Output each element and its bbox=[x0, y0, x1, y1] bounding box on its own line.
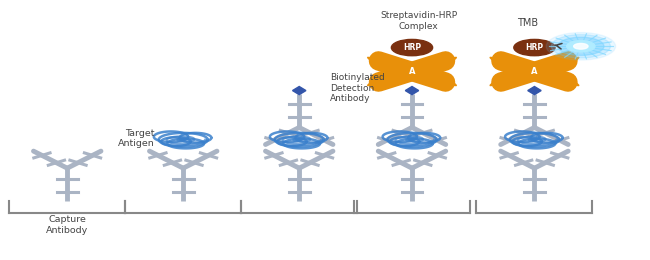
Polygon shape bbox=[490, 57, 506, 63]
Polygon shape bbox=[406, 87, 419, 95]
Text: A: A bbox=[531, 67, 538, 76]
Text: TMB: TMB bbox=[517, 18, 539, 28]
Polygon shape bbox=[490, 80, 506, 86]
Circle shape bbox=[514, 40, 555, 56]
Text: HRP: HRP bbox=[525, 43, 543, 52]
Circle shape bbox=[567, 41, 595, 52]
Text: A: A bbox=[409, 67, 415, 76]
Circle shape bbox=[551, 35, 610, 58]
Circle shape bbox=[546, 32, 616, 60]
Circle shape bbox=[391, 40, 433, 56]
Polygon shape bbox=[292, 87, 306, 95]
Polygon shape bbox=[367, 57, 383, 63]
Circle shape bbox=[558, 37, 604, 55]
Polygon shape bbox=[440, 57, 456, 63]
Text: Biotinylated
Detection
Antibody: Biotinylated Detection Antibody bbox=[330, 73, 385, 103]
Polygon shape bbox=[528, 87, 541, 95]
Polygon shape bbox=[367, 80, 383, 86]
Polygon shape bbox=[440, 80, 456, 86]
Circle shape bbox=[574, 43, 588, 49]
Text: Capture
Antibody: Capture Antibody bbox=[46, 215, 88, 235]
Text: HRP: HRP bbox=[403, 43, 421, 52]
Text: Streptavidin-HRP
Complex: Streptavidin-HRP Complex bbox=[380, 11, 457, 30]
Polygon shape bbox=[563, 80, 579, 86]
Text: Target
Antigen: Target Antigen bbox=[118, 129, 154, 148]
Polygon shape bbox=[563, 57, 579, 63]
